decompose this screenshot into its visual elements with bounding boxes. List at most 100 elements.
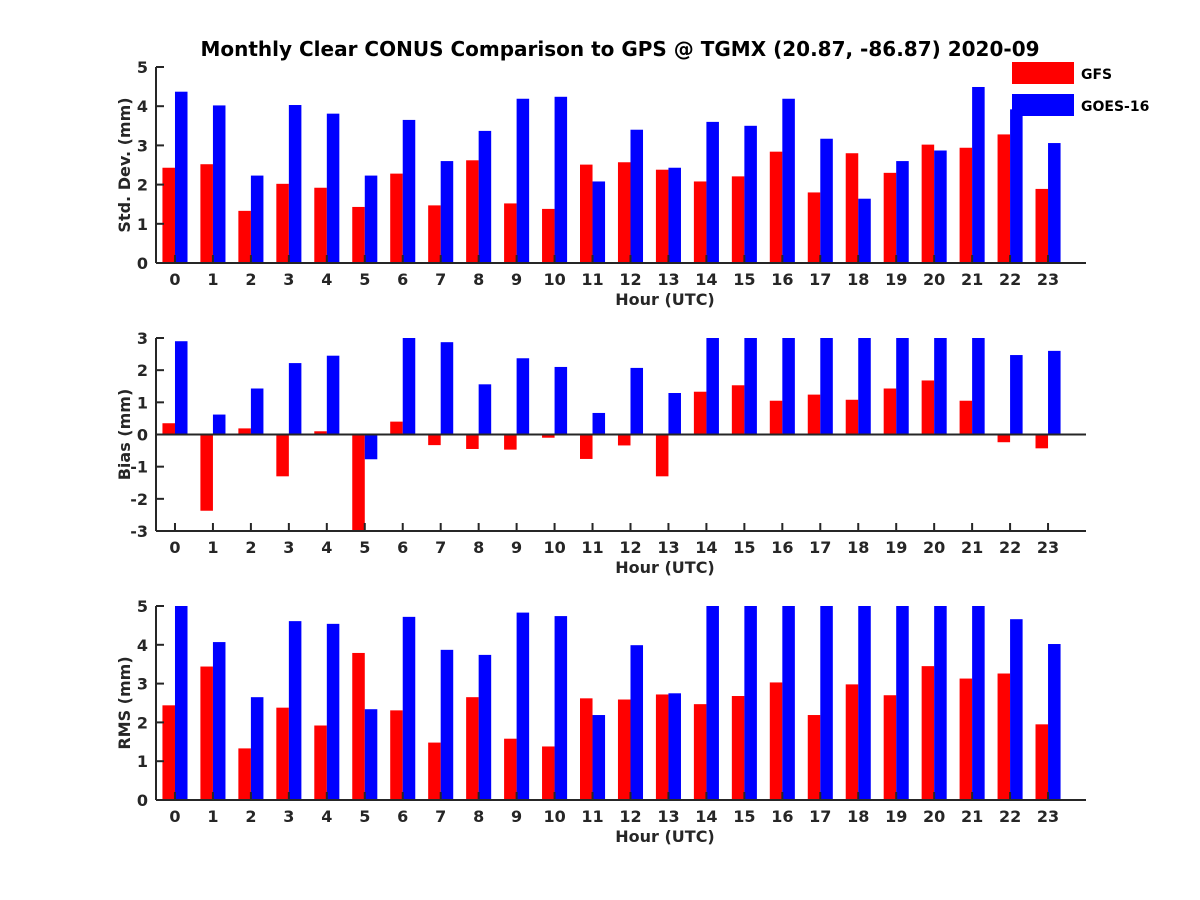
bar-gfs-hour-12 [617, 162, 631, 263]
y-axis-label: Std. Dev. (mm) [115, 97, 134, 232]
bar-goes-16-hour-16 [782, 338, 795, 435]
bar-gfs-hour-6 [390, 710, 403, 800]
bar-gfs-hour-22 [997, 434, 1011, 443]
bar-gfs-hour-10 [542, 434, 555, 438]
y-tick-label: 2 [137, 713, 148, 732]
y-tick-label: 2 [137, 176, 148, 195]
bar-goes-16-hour-14 [706, 606, 719, 800]
bar-goes-16-hour-1 [212, 105, 226, 263]
legend-swatch-gfs [1012, 62, 1074, 84]
bar-goes-16-hour-12 [630, 129, 644, 263]
x-tick-label: 15 [733, 538, 755, 557]
x-tick-label: 9 [511, 270, 522, 289]
y-tick-label: 3 [137, 675, 148, 694]
y-tick-label: -1 [130, 458, 148, 477]
bar-goes-16-hour-22 [1010, 109, 1023, 263]
bar-gfs-hour-14 [693, 391, 707, 435]
x-tick-label: 9 [511, 538, 522, 557]
bar-goes-16-hour-19 [896, 161, 909, 263]
bar-goes-16-hour-10 [554, 616, 568, 800]
bar-gfs-hour-3 [276, 183, 289, 263]
bar-gfs-hour-4 [314, 431, 327, 435]
x-tick-label: 23 [1037, 270, 1059, 289]
legend: GFS GOES-16 [1012, 62, 1149, 116]
bar-goes-16-hour-6 [402, 616, 416, 800]
bar-goes-16-hour-9 [516, 358, 530, 435]
bar-goes-16-hour-0 [174, 606, 188, 800]
x-tick-label: 10 [543, 538, 565, 557]
bar-gfs-hour-9 [504, 203, 517, 263]
bar-gfs-hour-11 [580, 164, 593, 263]
y-tick-label: 1 [137, 215, 148, 234]
bar-goes-16-hour-23 [1048, 350, 1061, 435]
x-tick-label: 0 [169, 538, 180, 557]
x-tick-label: 11 [581, 807, 603, 826]
bar-gfs-hour-14 [693, 181, 707, 263]
bar-goes-16-hour-23 [1048, 644, 1061, 800]
y-tick-label: 4 [137, 636, 148, 655]
bar-goes-16-hour-13 [668, 693, 681, 800]
x-tick-label: 12 [619, 270, 641, 289]
bar-goes-16-hour-1 [212, 414, 226, 435]
bar-goes-16-hour-21 [972, 338, 985, 435]
bar-gfs-hour-6 [390, 173, 403, 263]
legend-label-goes16: GOES-16 [1081, 99, 1149, 115]
y-tick-label: 3 [137, 136, 148, 155]
x-tick-label: 11 [581, 538, 603, 557]
bar-gfs-hour-11 [580, 698, 593, 800]
bar-gfs-hour-13 [655, 169, 669, 263]
x-tick-label: 22 [999, 538, 1021, 557]
bar-goes-16-hour-22 [1010, 355, 1023, 435]
bar-gfs-hour-19 [883, 172, 897, 263]
x-tick-label: 17 [809, 270, 831, 289]
bar-goes-16-hour-6 [402, 119, 416, 263]
bar-goes-16-hour-8 [478, 654, 492, 800]
bar-goes-16-hour-3 [288, 621, 302, 800]
bar-goes-16-hour-11 [592, 412, 606, 435]
y-axis-label: RMS (mm) [115, 656, 134, 749]
bar-goes-16-hour-5 [364, 709, 378, 800]
x-tick-label: 3 [283, 807, 294, 826]
bar-gfs-hour-7 [428, 434, 441, 446]
bar-gfs-hour-8 [466, 160, 479, 263]
y-tick-label: 0 [137, 791, 148, 810]
bar-goes-16-hour-5 [364, 175, 378, 263]
x-tick-label: 2 [245, 270, 256, 289]
x-tick-label: 4 [321, 538, 332, 557]
bar-goes-16-hour-19 [896, 606, 909, 800]
x-tick-label: 2 [245, 538, 256, 557]
x-tick-label: 1 [207, 538, 218, 557]
bar-gfs-hour-11 [580, 434, 593, 459]
y-tick-label: -3 [130, 522, 148, 541]
y-tick-label: 0 [137, 426, 148, 445]
bar-goes-16-hour-17 [820, 338, 833, 435]
y-tick-label: 5 [137, 597, 148, 616]
bar-gfs-hour-15 [731, 385, 745, 435]
x-tick-label: 4 [321, 270, 332, 289]
bar-goes-16-hour-11 [592, 181, 606, 263]
bar-goes-16-hour-10 [554, 366, 568, 435]
bar-gfs-hour-6 [390, 421, 403, 435]
bar-goes-16-hour-8 [478, 130, 492, 263]
x-tick-label: 16 [771, 538, 793, 557]
bar-goes-16-hour-15 [744, 125, 757, 263]
legend-swatch-goes16 [1012, 94, 1074, 116]
x-tick-label: 19 [885, 807, 907, 826]
bar-goes-16-hour-8 [478, 384, 492, 435]
bar-gfs-hour-8 [466, 434, 479, 449]
x-tick-label: 20 [923, 538, 945, 557]
y-tick-label: 2 [137, 361, 148, 380]
bar-gfs-hour-20 [921, 666, 935, 800]
bar-gfs-hour-10 [542, 208, 555, 263]
x-tick-label: 22 [999, 270, 1021, 289]
bar-gfs-hour-16 [769, 682, 783, 800]
x-tick-label: 23 [1037, 807, 1059, 826]
x-tick-label: 3 [283, 270, 294, 289]
x-tick-label: 6 [397, 807, 408, 826]
bar-gfs-hour-20 [921, 380, 935, 435]
bar-gfs-hour-0 [162, 167, 175, 263]
y-tick-label: 5 [137, 58, 148, 77]
x-tick-label: 16 [771, 807, 793, 826]
